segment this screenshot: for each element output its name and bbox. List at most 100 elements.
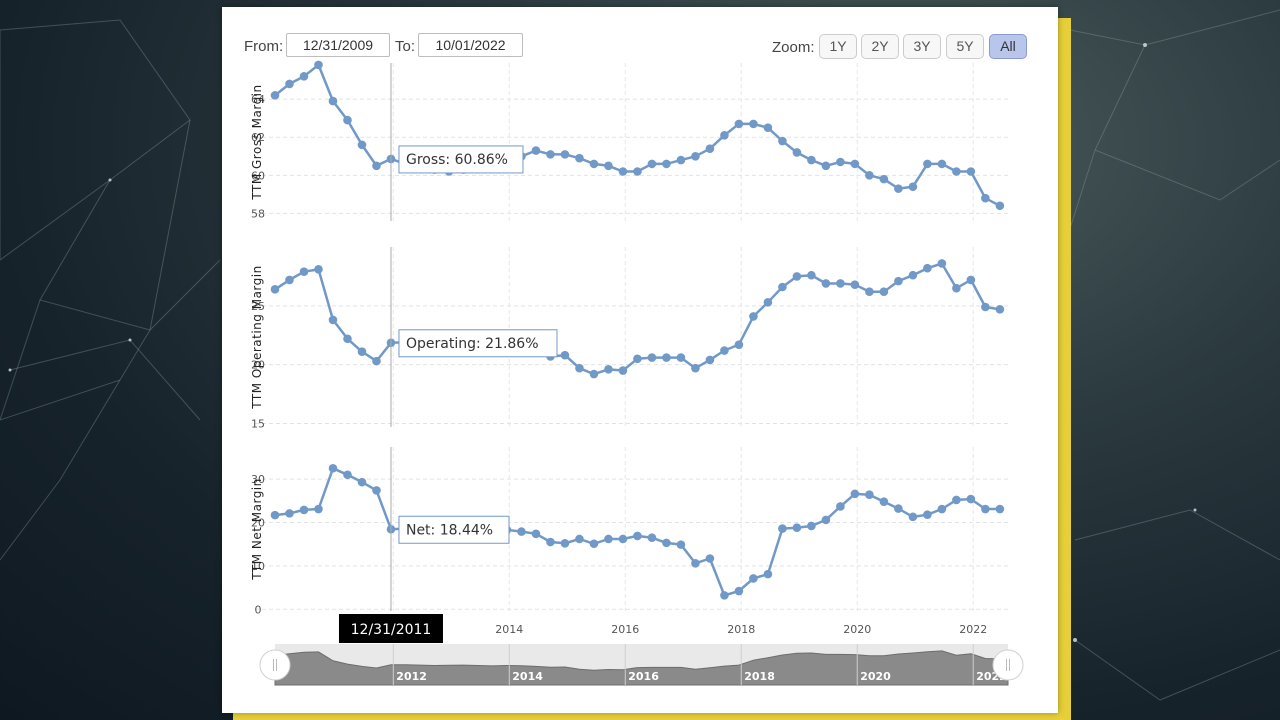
navigator-label: 2014: [512, 670, 543, 683]
data-point-gross: [879, 174, 889, 184]
data-point-operating: [314, 265, 323, 274]
data-point-gross: [995, 201, 1005, 211]
navigator-series-area: [274, 650, 1009, 686]
zoom-5y-button[interactable]: 5Y: [946, 34, 984, 59]
data-point-gross: [807, 155, 816, 165]
navigator-label: 2016: [628, 670, 659, 683]
data-point-net: [314, 504, 323, 514]
data-point-operating: [792, 272, 802, 281]
data-point-net: [618, 534, 628, 544]
y-axis-label: TTM Operating Margin: [250, 265, 264, 409]
data-point-gross: [792, 148, 802, 157]
data-point-operating: [937, 259, 947, 268]
data-point-net: [995, 504, 1005, 514]
data-point-operating: [894, 276, 903, 286]
chart-panel: From: 12/31/2009 To: 10/01/2022 Zoom: 1Y…: [222, 7, 1058, 713]
data-point-operating: [865, 287, 874, 297]
data-point-operating: [966, 275, 976, 285]
data-point-net: [836, 502, 845, 511]
y-tick-label: 15: [251, 417, 265, 430]
data-point-gross: [691, 151, 700, 161]
data-point-net: [560, 539, 570, 548]
date-tooltip-text: 12/31/2011: [351, 622, 432, 638]
data-point-gross: [662, 159, 671, 169]
data-point-operating: [720, 346, 729, 355]
from-date-input[interactable]: 12/31/2009: [286, 33, 390, 57]
data-point-net: [792, 523, 802, 532]
data-point-operating: [850, 280, 860, 289]
data-point-gross: [749, 119, 758, 129]
data-point-operating: [357, 347, 367, 357]
data-point-operating: [952, 283, 961, 293]
data-point-gross: [618, 167, 628, 176]
data-point-gross: [981, 193, 990, 203]
data-point-net: [531, 529, 541, 539]
data-point-gross: [546, 150, 555, 159]
y-tick-label: 0: [255, 603, 262, 616]
data-point-operating: [285, 275, 294, 285]
data-point-operating: [676, 353, 686, 362]
data-point-operating: [807, 270, 816, 280]
y-tick-label: 30: [251, 473, 265, 486]
data-point-net: [981, 504, 990, 514]
data-point-operating: [328, 315, 338, 325]
tooltip-box-gross: [398, 145, 524, 174]
data-point-net: [575, 534, 584, 544]
data-point-gross: [328, 96, 338, 106]
data-point-gross: [676, 155, 686, 165]
data-point-operating: [923, 263, 932, 273]
y-tick-label: 58: [251, 207, 265, 220]
data-point-net: [734, 586, 744, 596]
data-point-gross: [850, 159, 860, 169]
data-point-gross: [633, 167, 642, 176]
data-point-gross: [836, 157, 845, 167]
navigator-label: 2018: [744, 670, 775, 683]
series-line-gross: [274, 63, 1001, 207]
data-point-gross: [734, 119, 744, 129]
x-tick-label: 2016: [611, 623, 639, 636]
navigator-right-handle[interactable]: [992, 649, 1024, 681]
to-date-input[interactable]: 10/01/2022: [418, 33, 523, 57]
data-point-net: [676, 540, 686, 549]
y-tick-label: 62: [251, 131, 265, 144]
tooltip-text-net: Net: 18.44%: [406, 522, 493, 538]
tooltip-box-operating: [398, 329, 558, 358]
data-point-net: [865, 490, 874, 500]
data-point-operating: [908, 270, 918, 280]
data-point-operating: [604, 365, 613, 374]
x-tick-label: 2018: [727, 623, 755, 636]
zoom-1y-button[interactable]: 1Y: [819, 34, 857, 59]
data-point-gross: [604, 161, 613, 171]
data-point-operating: [662, 353, 671, 362]
data-point-gross: [299, 72, 309, 81]
zoom-3y-button[interactable]: 3Y: [903, 34, 941, 59]
data-point-operating: [778, 282, 787, 292]
data-point-net: [879, 497, 889, 506]
data-point-net: [328, 463, 338, 473]
y-tick-label: 10: [251, 560, 265, 573]
data-point-operating: [589, 369, 599, 379]
y-tick-label: 64: [251, 93, 265, 106]
data-point-net: [705, 554, 715, 563]
data-point-net: [937, 504, 947, 514]
to-label: To:: [395, 38, 416, 55]
data-point-net: [285, 509, 294, 518]
zoom-all-button[interactable]: All: [989, 34, 1027, 59]
data-point-gross: [560, 150, 570, 159]
data-point-net: [546, 537, 555, 547]
tooltip-text-operating: Operating: 21.86%: [406, 336, 539, 352]
zoom-2y-button[interactable]: 2Y: [861, 34, 899, 59]
data-point-net: [894, 504, 903, 513]
data-point-operating: [836, 279, 845, 288]
data-point-gross: [778, 136, 787, 146]
data-point-gross: [923, 159, 932, 169]
y-axis-label: TTM Gross Margin: [250, 84, 264, 200]
data-point-gross: [705, 144, 715, 153]
data-point-operating: [633, 354, 642, 364]
navigator-left-handle[interactable]: [259, 649, 291, 681]
data-point-net: [343, 470, 352, 480]
data-point-gross: [589, 159, 599, 169]
data-point-gross: [908, 182, 918, 192]
tooltip-text-gross: Gross: 60.86%: [406, 152, 508, 168]
